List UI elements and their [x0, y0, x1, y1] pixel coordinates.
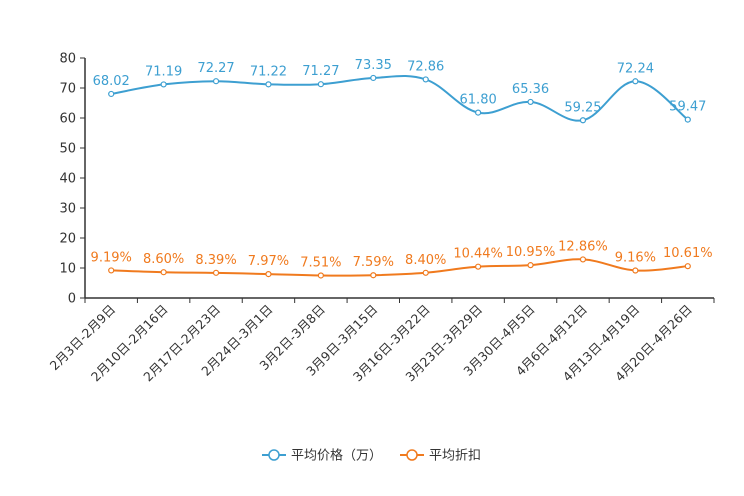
legend-marker [268, 449, 280, 461]
data-point[interactable] [475, 109, 482, 116]
data-label: 7.51% [300, 255, 341, 270]
data-label: 72.27 [197, 61, 234, 76]
data-label: 59.25 [564, 100, 601, 115]
legend-item-2[interactable]: 平均折扣 [400, 449, 481, 464]
data-label: 65.36 [512, 82, 549, 97]
data-label: 9.19% [91, 250, 132, 265]
data-point[interactable] [684, 263, 691, 270]
data-label: 8.39% [195, 253, 236, 268]
data-label: 68.02 [93, 74, 130, 89]
data-label: 61.80 [460, 93, 497, 108]
y-tick-label: 0 [68, 292, 76, 307]
data-label: 12.86% [558, 239, 608, 254]
data-label: 10.44% [453, 247, 503, 262]
legend-item-1[interactable]: 平均价格（万） [262, 448, 382, 464]
y-tick-label: 70 [59, 82, 76, 97]
y-tick-label: 60 [59, 112, 76, 127]
data-point[interactable] [579, 256, 587, 263]
data-label: 8.40% [405, 253, 446, 268]
data-point[interactable] [160, 81, 167, 88]
data-point[interactable] [370, 74, 377, 82]
data-label: 71.22 [250, 64, 287, 79]
data-point[interactable] [475, 263, 482, 270]
data-point[interactable] [108, 90, 115, 98]
series-layer: 68.02 71.19 72.27 71.22 71.27 73.35 72.86 61.80… [91, 58, 713, 279]
data-point[interactable] [422, 76, 429, 83]
data-label: 59.47 [669, 100, 706, 115]
data-point[interactable] [632, 267, 639, 274]
data-label: 71.27 [302, 64, 339, 79]
y-tick-label: 40 [59, 172, 76, 187]
data-point[interactable] [265, 270, 272, 278]
data-label: 71.19 [145, 64, 182, 79]
series-2: 9.19% 8.60% 8.39% 7.97% 7.51% 7.59% 8.40% 10.44… [91, 239, 713, 279]
legend-label: 平均折扣 [429, 449, 481, 464]
data-label: 73.35 [355, 58, 392, 73]
y-tick-label: 80 [59, 52, 76, 67]
data-point[interactable] [108, 267, 115, 274]
data-label: 72.24 [617, 61, 654, 76]
y-tick-label: 20 [59, 232, 76, 247]
series-line [111, 258, 688, 277]
y-tick-label: 30 [59, 202, 76, 217]
data-point[interactable] [317, 81, 324, 88]
data-label: 72.86 [407, 59, 444, 74]
y-axis: 0 10 20 30 40 50 60 70 80 [59, 52, 86, 307]
data-point[interactable] [579, 117, 587, 124]
x-axis: 2月3日-2月9日2月10日-2月16日2月17日-2月23日2月24日-3月1… [47, 297, 715, 384]
data-label: 10.61% [663, 246, 713, 261]
data-point[interactable] [212, 269, 220, 276]
y-tick-label: 10 [59, 262, 76, 277]
data-point[interactable] [212, 78, 220, 85]
data-point[interactable] [527, 98, 534, 106]
series-1: 68.02 71.19 72.27 71.22 71.27 73.35 72.86 61.80… [93, 58, 706, 124]
data-point[interactable] [160, 269, 167, 276]
data-point[interactable] [527, 262, 534, 269]
data-label: 7.97% [248, 254, 289, 269]
data-point[interactable] [265, 81, 272, 88]
data-point[interactable] [422, 269, 429, 276]
legend-marker [406, 449, 418, 461]
legend: 平均价格（万） 平均折扣 [262, 448, 481, 464]
data-label: 8.60% [143, 252, 184, 267]
data-point[interactable] [684, 116, 691, 123]
data-label: 7.59% [353, 255, 394, 270]
y-tick-label: 50 [59, 142, 76, 157]
data-label: 10.95% [506, 245, 556, 260]
data-point[interactable] [317, 272, 324, 279]
data-point[interactable] [632, 78, 639, 85]
data-point[interactable] [370, 272, 377, 279]
data-label: 9.16% [615, 251, 656, 266]
legend-label: 平均价格（万） [291, 448, 382, 464]
